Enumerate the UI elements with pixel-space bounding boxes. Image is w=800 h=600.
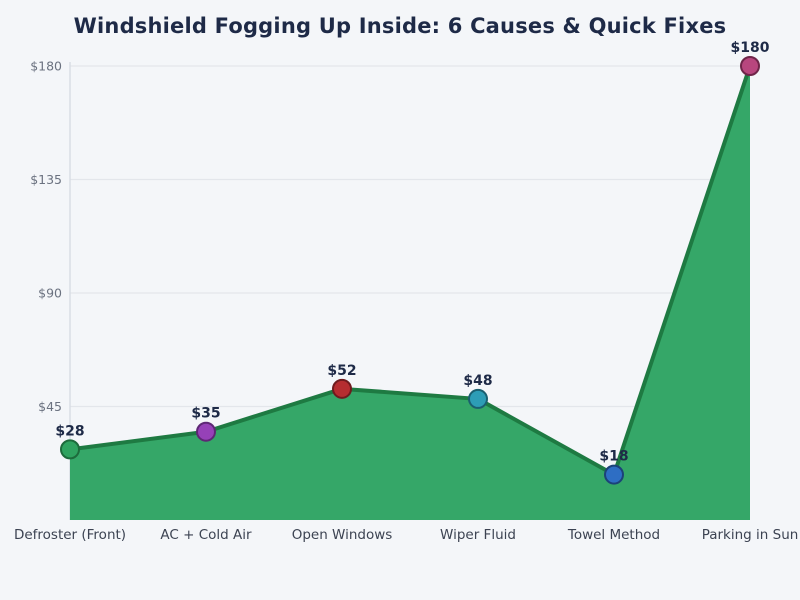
data-point-marker [332, 378, 352, 399]
x-category-label: Open Windows [292, 527, 393, 543]
x-category-label: Wiper Fluid [440, 527, 516, 543]
data-point-value-label: $28 [55, 423, 84, 439]
y-tick-label: $180 [30, 59, 62, 74]
data-point-marker [740, 56, 760, 76]
x-category-label: AC + Cold Air [160, 527, 252, 543]
data-point-value-label: $48 [463, 373, 492, 389]
data-point-value-label: $18 [599, 449, 628, 465]
y-tick-label: $90 [38, 286, 62, 301]
data-line [69, 65, 752, 477]
area-fill [70, 66, 750, 520]
x-category-label: Towel Method [567, 527, 660, 543]
y-tick-label: $135 [30, 172, 62, 187]
chart-title: Windshield Fogging Up Inside: 6 Causes &… [73, 14, 727, 38]
y-tick-label: $45 [38, 399, 62, 414]
data-point-marker [604, 464, 624, 485]
data-point-marker [468, 388, 488, 409]
data-point-marker [196, 421, 216, 442]
x-category-label: Defroster (Front) [14, 527, 126, 543]
data-point-value-label: $52 [327, 363, 356, 379]
data-point-marker [60, 439, 80, 460]
data-point-value-label: $35 [191, 406, 220, 422]
x-category-label: Parking in Sun [702, 527, 799, 543]
data-point-value-label: $180 [731, 40, 770, 56]
